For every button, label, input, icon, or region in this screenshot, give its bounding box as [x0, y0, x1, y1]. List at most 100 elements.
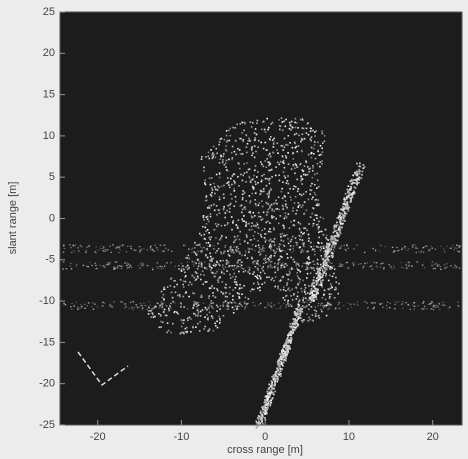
speckle: [389, 303, 391, 304]
speckle: [272, 278, 274, 280]
speckle: [159, 305, 161, 307]
speckle: [193, 264, 195, 265]
speckle: [302, 299, 304, 301]
speckle: [240, 123, 242, 125]
speckle: [423, 252, 425, 253]
speckle: [258, 140, 260, 142]
speckle: [172, 297, 174, 299]
speckle: [172, 301, 174, 302]
speckle: [434, 268, 436, 269]
speckle: [243, 163, 245, 165]
speckle: [245, 297, 247, 299]
speckle: [279, 164, 281, 166]
speckle: [310, 130, 312, 132]
speckle: [308, 317, 310, 319]
speckle: [219, 173, 221, 175]
speckle: [206, 314, 208, 316]
speckle: [393, 252, 395, 253]
speckle: [210, 288, 212, 290]
speckle: [316, 173, 318, 175]
speckle: [78, 250, 80, 251]
speckle: [289, 128, 291, 130]
speckle: [245, 208, 247, 210]
speckle: [270, 244, 272, 245]
speckle: [344, 201, 346, 203]
speckle: [323, 234, 325, 236]
speckle: [288, 274, 290, 276]
speckle: [314, 214, 316, 216]
speckle: [287, 289, 289, 291]
speckle: [272, 378, 274, 380]
speckle: [300, 317, 302, 319]
speckle: [280, 373, 282, 375]
speckle: [234, 236, 236, 238]
speckle: [163, 302, 165, 303]
speckle: [437, 306, 439, 307]
speckle: [249, 273, 251, 275]
speckle: [273, 229, 275, 231]
speckle: [234, 252, 236, 253]
speckle: [285, 144, 287, 146]
speckle: [259, 250, 261, 251]
speckle: [317, 180, 319, 182]
speckle: [236, 284, 238, 286]
speckle: [259, 202, 261, 204]
speckle: [257, 264, 259, 266]
speckle: [235, 154, 237, 156]
speckle: [301, 139, 303, 141]
speckle: [289, 271, 291, 273]
speckle: [271, 249, 273, 250]
speckle: [216, 214, 218, 216]
speckle: [73, 245, 75, 246]
speckle: [203, 274, 205, 276]
speckle: [283, 240, 285, 242]
speckle: [318, 303, 320, 304]
speckle: [298, 269, 300, 271]
speckle: [261, 230, 263, 232]
speckle: [197, 277, 199, 279]
speckle: [231, 152, 233, 154]
speckle: [347, 302, 349, 303]
speckle: [301, 183, 303, 185]
speckle: [229, 128, 231, 130]
speckle: [197, 259, 199, 261]
speckle: [275, 200, 277, 202]
speckle: [326, 306, 328, 307]
speckle: [195, 301, 197, 303]
speckle: [273, 142, 275, 144]
speckle: [192, 326, 194, 328]
speckle: [229, 208, 231, 210]
speckle: [96, 306, 98, 307]
speckle: [203, 219, 205, 221]
speckle: [380, 245, 382, 246]
speckle: [227, 177, 229, 179]
speckle: [201, 295, 203, 297]
speckle: [227, 222, 229, 224]
speckle: [231, 251, 233, 252]
speckle: [343, 207, 345, 209]
speckle: [225, 166, 227, 168]
speckle: [333, 273, 335, 275]
speckle: [244, 122, 246, 124]
speckle: [229, 249, 231, 250]
speckle: [306, 267, 308, 268]
speckle: [109, 304, 111, 305]
speckle: [438, 264, 440, 265]
speckle: [307, 292, 309, 294]
speckle: [338, 218, 340, 220]
speckle: [248, 140, 250, 142]
speckle: [322, 276, 324, 278]
speckle: [426, 246, 428, 247]
speckle: [240, 174, 242, 176]
speckle: [255, 139, 257, 141]
speckle: [306, 128, 308, 130]
speckle: [272, 382, 274, 384]
speckle: [250, 121, 252, 123]
speckle: [100, 245, 102, 246]
speckle: [314, 248, 316, 249]
speckle: [394, 267, 396, 268]
speckle: [93, 309, 95, 310]
speckle: [310, 185, 312, 187]
speckle: [308, 134, 310, 136]
speckle: [324, 246, 326, 247]
